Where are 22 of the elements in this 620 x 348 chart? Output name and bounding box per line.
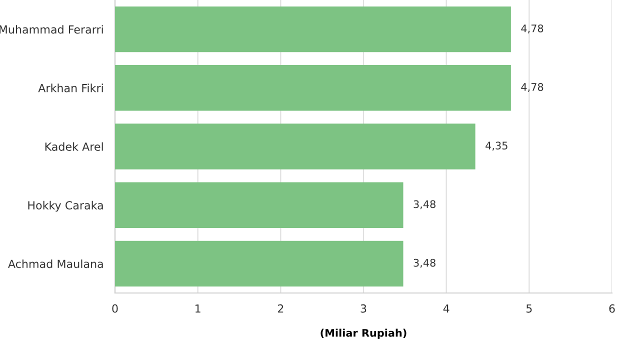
y-tick-label: Hokky Caraka <box>28 200 103 212</box>
x-tick-label: 6 <box>609 304 615 313</box>
bar <box>115 124 476 170</box>
y-tick-label: Arkhan Fikri <box>38 84 103 92</box>
data-label: 3,48 <box>414 200 436 210</box>
x-tick-label: 1 <box>196 304 200 313</box>
y-tick-label: Achmad Maulana <box>8 259 103 268</box>
data-label: 4,78 <box>521 83 544 92</box>
x-tick-label: 2 <box>278 304 284 313</box>
bar <box>115 65 511 111</box>
x-tick-label: 4 <box>443 304 450 313</box>
y-tick-label: Kadek Arel <box>45 142 103 151</box>
x-tick-label: 3 <box>360 304 366 313</box>
bar <box>115 240 404 287</box>
bar <box>115 6 511 52</box>
bar <box>115 182 404 228</box>
data-label: 4,35 <box>486 142 508 151</box>
data-label: 3,48 <box>414 258 436 268</box>
x-tick-label: 5 <box>526 304 532 313</box>
data-label: 4,78 <box>521 24 544 34</box>
x-tick-label: 0 <box>112 304 118 313</box>
x-axis-title: (Miliar Rupiah) <box>320 328 406 339</box>
